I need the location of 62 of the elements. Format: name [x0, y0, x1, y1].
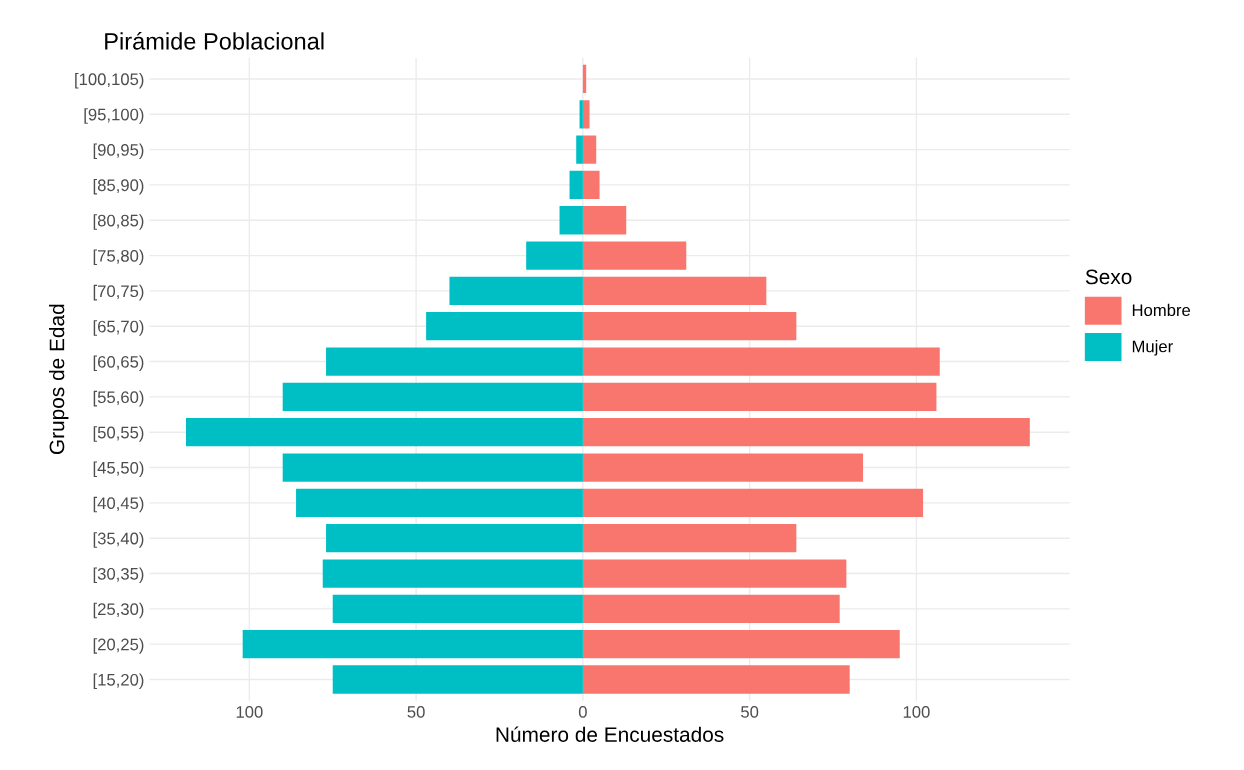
bar — [326, 524, 583, 553]
legend-label: Mujer — [1132, 340, 1173, 356]
y-tick-label: [45,50) — [93, 461, 144, 478]
bar — [582, 100, 590, 129]
bar — [332, 594, 583, 623]
bar — [582, 135, 597, 164]
y-tick-label: [70,75) — [93, 284, 144, 301]
bar — [582, 630, 900, 659]
y-tick-label: [100,105) — [75, 72, 144, 89]
bar — [582, 382, 937, 412]
y-tick-label: [25,30) — [93, 602, 144, 619]
bar — [559, 206, 583, 235]
y-tick-label: [95,100) — [84, 108, 144, 124]
bar — [576, 135, 583, 164]
legend-label: Hombre — [1132, 303, 1191, 317]
bar — [242, 630, 583, 659]
y-tick-label: [35,40) — [93, 532, 144, 548]
y-tick-label: [30,35) — [93, 567, 144, 584]
y-tick-label: [80,85) — [93, 214, 144, 230]
bar — [322, 559, 583, 588]
bar — [449, 276, 583, 306]
y-tick-label: [20,25) — [93, 638, 144, 654]
bar — [569, 170, 583, 200]
bar — [582, 559, 847, 588]
y-tick-label: [60,65) — [93, 355, 144, 372]
bar — [582, 453, 864, 482]
y-tick-label: [90,95) — [93, 143, 144, 160]
bar — [582, 524, 797, 553]
y-tick-label: [40,45) — [93, 496, 144, 513]
bar — [426, 312, 583, 341]
y-tick-label: [65,70) — [93, 320, 144, 336]
bar — [526, 241, 583, 270]
bar — [326, 347, 583, 376]
bar — [332, 665, 583, 694]
x-tick-label: 100 — [903, 706, 930, 718]
x-tick-label: 50 — [407, 706, 425, 718]
y-tick-label: [50,55) — [93, 426, 144, 442]
chart-title: Pirámide Poblacional — [105, 32, 324, 50]
legend-title: Sexo — [1085, 269, 1132, 285]
bar — [582, 418, 1030, 447]
x-tick-label: 100 — [236, 706, 263, 718]
bar — [582, 488, 924, 517]
bar — [282, 453, 583, 482]
y-tick-label: [85,90) — [93, 178, 144, 195]
bar — [582, 170, 600, 200]
y-tick-label: [55,60) — [93, 390, 144, 407]
bar — [296, 488, 583, 517]
bar — [582, 347, 940, 376]
bar — [582, 206, 627, 235]
x-axis-title: Número de Encuestados — [496, 726, 724, 742]
bar — [582, 312, 797, 341]
y-tick-label: [15,20) — [93, 673, 144, 689]
x-tick-label: 50 — [741, 706, 759, 718]
x-tick-label: 0 — [578, 706, 587, 718]
bar — [582, 276, 767, 306]
y-tick-label: [75,80) — [93, 249, 144, 266]
bar — [282, 382, 583, 412]
y-axis-title: Grupos de Edad — [49, 304, 69, 455]
bar — [582, 241, 687, 270]
bar — [185, 418, 583, 447]
bar — [582, 594, 840, 623]
bar — [582, 665, 850, 694]
